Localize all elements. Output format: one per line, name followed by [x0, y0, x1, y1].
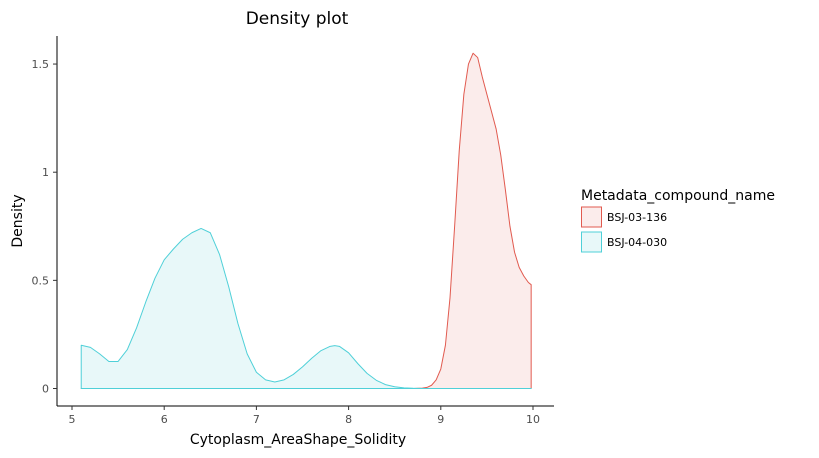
- x-tick-label: 5: [69, 413, 76, 426]
- y-tick-label: 0.5: [32, 274, 50, 287]
- x-tick-label: 9: [437, 413, 444, 426]
- density-area-2: [80, 227, 532, 389]
- y-tick-label: 1: [42, 166, 49, 179]
- y-axis-title: Density: [10, 194, 26, 247]
- x-axis-ticks: 5 6 7 8 9 10: [69, 406, 540, 426]
- x-axis-title: Cytoplasm_AreaShape_Solidity: [190, 432, 406, 448]
- y-tick-label: 0: [42, 383, 49, 396]
- x-tick-label: 10: [526, 413, 540, 426]
- x-tick-label: 7: [253, 413, 260, 426]
- legend-label-1: BSJ-03-136: [607, 211, 667, 224]
- y-tick-label: 1.5: [32, 58, 50, 71]
- series-layer: [80, 52, 532, 389]
- y-axis-ticks: 0 0.5 1 1.5: [32, 58, 57, 396]
- legend-key-1: [581, 206, 602, 228]
- legend-key-2: [581, 231, 602, 253]
- x-tick-label: 8: [345, 413, 352, 426]
- legend: BSJ-03-136 BSJ-04-030: [581, 206, 667, 253]
- density-area-1: [80, 52, 532, 389]
- legend-label-2: BSJ-04-030: [607, 236, 667, 249]
- x-tick-label: 6: [161, 413, 168, 426]
- legend-title: Metadata_compound_name: [581, 188, 775, 204]
- chart-title: Density plot: [246, 9, 349, 29]
